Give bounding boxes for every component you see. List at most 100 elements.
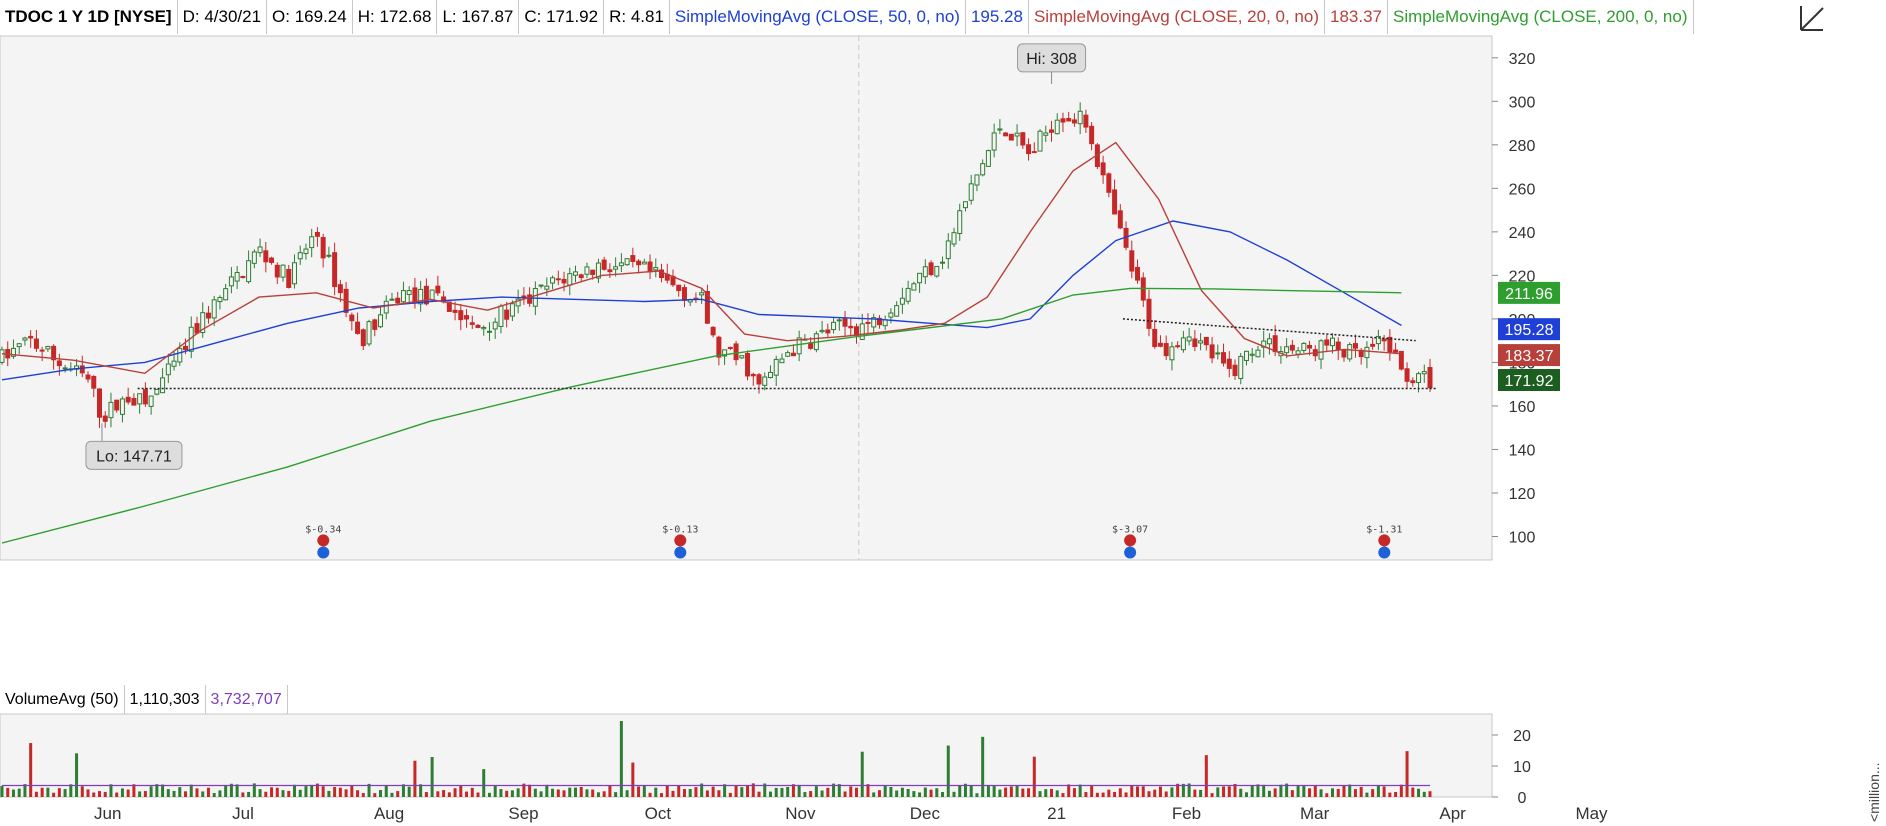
candle-body bbox=[85, 374, 91, 380]
candle-body bbox=[567, 273, 573, 286]
volume-bar bbox=[1250, 785, 1254, 797]
volume-bar bbox=[1004, 787, 1008, 797]
candle-body bbox=[1048, 129, 1054, 133]
drawing-tool-icon[interactable] bbox=[1795, 2, 1829, 34]
volume-bar bbox=[746, 785, 750, 797]
volume-bar bbox=[109, 784, 113, 797]
candle-body bbox=[1100, 162, 1106, 176]
volume-bar bbox=[912, 791, 916, 797]
volume-bar bbox=[1296, 785, 1300, 797]
x-axis-label: 21 bbox=[1047, 804, 1066, 823]
volume-bar bbox=[877, 790, 881, 797]
candle-body bbox=[1289, 344, 1295, 351]
volume-bar bbox=[304, 786, 308, 797]
candle-body bbox=[119, 398, 125, 415]
symbol-label[interactable]: TDOC 1 Y 1D [NYSE] bbox=[0, 0, 178, 34]
candle-body bbox=[234, 272, 240, 282]
volume-bar bbox=[1021, 788, 1025, 797]
volume-bar bbox=[757, 791, 761, 797]
candle-body bbox=[1175, 345, 1181, 348]
sma200-price-badge bbox=[1498, 281, 1560, 304]
volume-bar bbox=[218, 790, 222, 797]
volume-bar bbox=[1113, 791, 1117, 797]
price-chart[interactable]: 1001201401601802002202402602803003202020… bbox=[0, 0, 1886, 680]
volume-bars bbox=[0, 721, 1432, 797]
volume-bar bbox=[1027, 788, 1031, 797]
volume-bar bbox=[384, 785, 388, 797]
volume-bar bbox=[270, 787, 274, 797]
candle-body bbox=[659, 269, 665, 279]
candle-body bbox=[509, 303, 515, 317]
volume-bar bbox=[895, 790, 899, 797]
volume-bar bbox=[1187, 783, 1191, 797]
sma20-label[interactable]: SimpleMovingAvg (CLOSE, 20, 0, no) bbox=[1029, 0, 1325, 34]
candle-body bbox=[773, 358, 779, 376]
volume-bar bbox=[734, 784, 738, 797]
volume-bar bbox=[814, 786, 818, 797]
volume-bar bbox=[1210, 793, 1214, 797]
sma50-price-badge-text: 195.28 bbox=[1505, 322, 1554, 339]
volume-bar bbox=[447, 792, 451, 797]
volume-bar bbox=[975, 793, 979, 797]
y-tick-label: 100 bbox=[1509, 530, 1536, 547]
volume-bar bbox=[143, 791, 147, 797]
candle-body bbox=[636, 260, 642, 266]
volume-bar bbox=[407, 786, 411, 797]
volume-bar bbox=[631, 762, 635, 797]
x-axis-label: Mar bbox=[1300, 804, 1330, 823]
candle-body bbox=[1352, 343, 1358, 349]
volume-study-label[interactable]: VolumeAvg (50) bbox=[0, 685, 125, 714]
sma50-label[interactable]: SimpleMovingAvg (CLOSE, 50, 0, no) bbox=[670, 0, 966, 34]
volume-bar bbox=[69, 784, 73, 797]
volume-bar bbox=[459, 785, 463, 797]
volume-bar bbox=[470, 787, 474, 797]
candle-body bbox=[716, 336, 722, 358]
volume-bar bbox=[579, 786, 583, 797]
volume-bar bbox=[46, 787, 50, 797]
candle-body bbox=[630, 255, 636, 262]
volume-bar bbox=[115, 792, 119, 797]
volume-bar bbox=[832, 783, 836, 797]
candle-body bbox=[33, 338, 39, 349]
volume-bar bbox=[872, 792, 876, 797]
volume-bar bbox=[310, 784, 314, 797]
y-tick-label: 300 bbox=[1509, 94, 1536, 111]
candle-body bbox=[1255, 349, 1261, 358]
volume-bar bbox=[619, 721, 623, 797]
volume-bar bbox=[1049, 788, 1053, 797]
date-label: D: 4/30/21 bbox=[178, 0, 268, 34]
volume-bar bbox=[946, 745, 950, 797]
candle-body bbox=[624, 258, 630, 266]
sma200-label[interactable]: SimpleMovingAvg (CLOSE, 200, 0, no) bbox=[1388, 0, 1694, 34]
candle-body bbox=[595, 262, 601, 279]
volume-bar bbox=[551, 788, 555, 797]
candle-body bbox=[1031, 151, 1037, 154]
candle-body bbox=[767, 371, 773, 378]
volume-bar bbox=[866, 784, 870, 797]
close-label: C: 171.92 bbox=[519, 0, 605, 34]
volume-bar bbox=[1107, 789, 1111, 797]
candle-body bbox=[1301, 342, 1307, 351]
y-tick-label: 120 bbox=[1509, 486, 1536, 503]
candle-body bbox=[745, 353, 751, 377]
volume-bar bbox=[390, 792, 394, 797]
candle-body bbox=[39, 349, 45, 352]
candle-body bbox=[1226, 358, 1232, 369]
volume-bar bbox=[1239, 788, 1243, 797]
volume-bar bbox=[826, 787, 830, 797]
volume-bar bbox=[476, 792, 480, 797]
candle-body bbox=[1370, 343, 1376, 347]
volume-bar bbox=[103, 791, 107, 797]
candle-body bbox=[779, 358, 785, 364]
volume-bar bbox=[1216, 787, 1220, 797]
volume-bar bbox=[1336, 788, 1340, 797]
volume-bar bbox=[149, 786, 153, 797]
candle-body bbox=[504, 309, 510, 320]
candle-body bbox=[469, 322, 475, 325]
candle-body bbox=[326, 254, 332, 257]
volume-bar bbox=[929, 789, 933, 797]
candle-body bbox=[899, 297, 905, 305]
sma50-price-badge bbox=[1498, 318, 1560, 341]
volume-bar bbox=[212, 793, 216, 797]
volume-bar bbox=[1244, 792, 1248, 797]
